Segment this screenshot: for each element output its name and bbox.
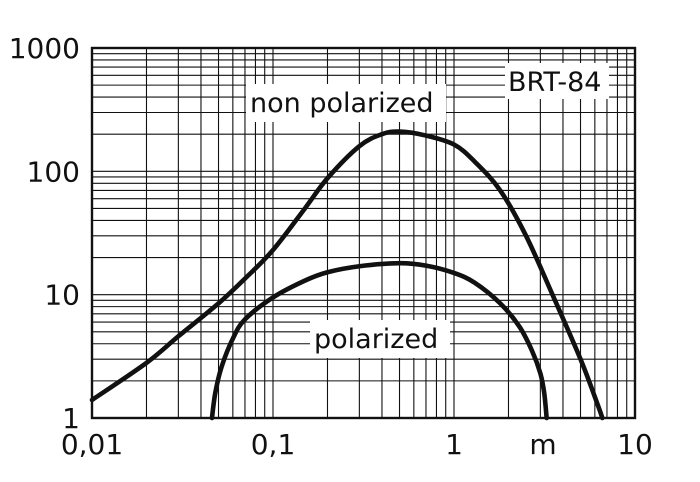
y-tick-label: 10 [44, 279, 80, 312]
lower-curve-label: polarized [314, 324, 438, 355]
plot-frame [90, 46, 637, 420]
lower-curve-label-box: polarized [310, 320, 450, 358]
model-label: BRT-84 [508, 67, 601, 98]
y-tick-label: 1000 [9, 32, 80, 65]
model-label-box: BRT-84 [505, 63, 609, 99]
series-layer [89, 129, 605, 421]
tick-labels: 1 10 100 1000 0,01 0,1 1 m 10 [9, 32, 653, 461]
upper-curve-label: non polarized [250, 88, 434, 119]
x-tick-label: 0,1 [251, 428, 296, 461]
y-tick-label: 1 [62, 402, 80, 435]
y-tick-label: 100 [27, 155, 80, 188]
x-tick-label: 10 [617, 428, 653, 461]
x-tick-label: 0,01 [61, 428, 123, 461]
x-unit-label: m [529, 428, 556, 461]
x-tick-label: 1 [445, 428, 463, 461]
series-line-polarized [209, 260, 549, 421]
upper-curve-label-box: non polarized [246, 84, 446, 122]
series-line-non-polarized [89, 129, 605, 421]
